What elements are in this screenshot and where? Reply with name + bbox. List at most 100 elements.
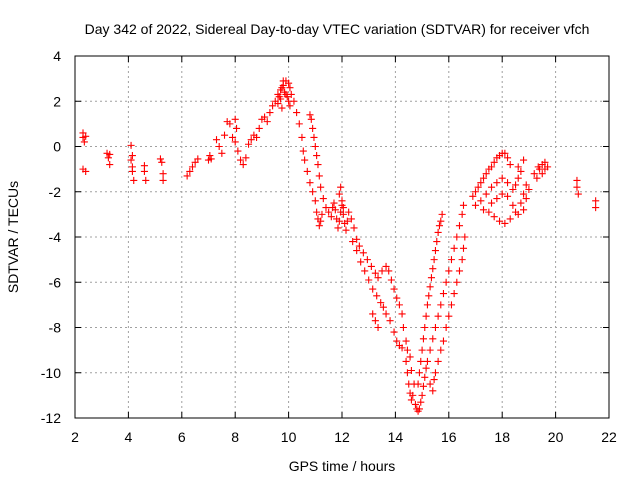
data-point xyxy=(498,190,506,198)
data-point xyxy=(403,346,411,354)
data-point xyxy=(398,344,406,352)
data-point xyxy=(128,152,136,160)
data-point xyxy=(350,224,358,232)
data-point xyxy=(309,188,317,196)
data-point xyxy=(431,323,439,332)
data-point xyxy=(212,136,221,144)
data-point xyxy=(378,267,386,275)
data-point xyxy=(353,247,361,255)
data-point xyxy=(422,312,430,320)
data-point xyxy=(311,197,319,205)
data-point xyxy=(106,161,114,169)
data-point xyxy=(191,158,199,166)
x-tick-label: 8 xyxy=(231,429,239,445)
data-point xyxy=(426,283,434,291)
data-point xyxy=(104,154,112,162)
data-point xyxy=(514,210,522,218)
data-point xyxy=(592,197,600,205)
x-tick-label: 22 xyxy=(601,429,617,445)
y-tick-label: -4 xyxy=(49,229,62,245)
data-point xyxy=(445,312,453,320)
data-point xyxy=(573,176,581,184)
data-point xyxy=(421,323,429,332)
data-point xyxy=(418,391,426,399)
data-point xyxy=(434,312,442,320)
data-point xyxy=(317,217,325,225)
data-point xyxy=(525,185,533,194)
data-point xyxy=(453,233,461,241)
data-point xyxy=(128,167,136,175)
data-point xyxy=(306,179,314,187)
data-point xyxy=(442,278,450,286)
data-point xyxy=(419,382,427,390)
data-point xyxy=(402,337,410,345)
data-point xyxy=(295,120,303,128)
data-point xyxy=(530,170,538,178)
data-point xyxy=(517,199,525,207)
data-point xyxy=(311,142,319,151)
data-point xyxy=(501,219,509,227)
data-point xyxy=(474,183,482,191)
data-point xyxy=(266,109,274,117)
data-point xyxy=(318,210,326,218)
data-point xyxy=(314,161,322,169)
data-point xyxy=(183,172,191,180)
data-point xyxy=(455,222,464,230)
data-point xyxy=(427,274,435,282)
x-tick-label: 2 xyxy=(71,429,79,445)
data-point xyxy=(374,323,382,332)
data-point xyxy=(299,147,307,155)
data-point xyxy=(426,380,434,388)
data-point xyxy=(482,190,490,198)
data-point xyxy=(437,346,445,354)
data-point xyxy=(461,233,469,241)
y-tick-label: -10 xyxy=(41,365,61,381)
data-point xyxy=(206,152,214,160)
data-point xyxy=(82,167,90,175)
y-tick-label: 0 xyxy=(53,139,61,155)
data-point xyxy=(520,190,528,198)
data-point xyxy=(533,174,541,182)
data-point xyxy=(349,237,357,246)
data-point xyxy=(313,208,321,216)
data-point xyxy=(215,142,223,151)
data-point xyxy=(517,167,525,175)
data-point xyxy=(437,301,445,309)
data-point xyxy=(435,222,444,230)
data-point xyxy=(447,256,456,264)
data-point xyxy=(390,285,398,293)
data-point xyxy=(514,174,522,182)
data-point xyxy=(106,150,114,158)
data-point xyxy=(442,323,450,332)
data-point xyxy=(355,242,363,250)
x-tick-label: 16 xyxy=(441,429,457,445)
data-point xyxy=(509,185,517,194)
data-point xyxy=(490,213,498,221)
x-tick-label: 18 xyxy=(494,429,510,445)
data-point xyxy=(331,206,339,214)
data-point xyxy=(330,199,338,207)
data-point xyxy=(471,188,480,196)
data-point xyxy=(493,194,501,203)
data-point xyxy=(303,167,311,175)
data-point xyxy=(511,181,520,189)
data-point xyxy=(450,290,458,298)
data-point xyxy=(506,161,514,169)
data-point xyxy=(278,104,286,112)
data-point xyxy=(477,197,485,205)
data-point xyxy=(393,337,401,345)
data-point xyxy=(186,167,194,175)
data-point xyxy=(493,179,501,187)
data-point xyxy=(337,183,345,191)
data-point xyxy=(407,366,415,375)
data-point xyxy=(418,346,426,354)
data-point xyxy=(367,262,375,270)
data-point xyxy=(82,132,90,140)
data-point xyxy=(322,204,330,212)
data-point xyxy=(204,156,213,164)
data-point xyxy=(317,183,325,191)
data-point xyxy=(514,163,522,171)
y-axis-label: SDTVAR / TECUs xyxy=(5,181,21,293)
data-point xyxy=(334,224,342,232)
data-point xyxy=(290,97,298,105)
